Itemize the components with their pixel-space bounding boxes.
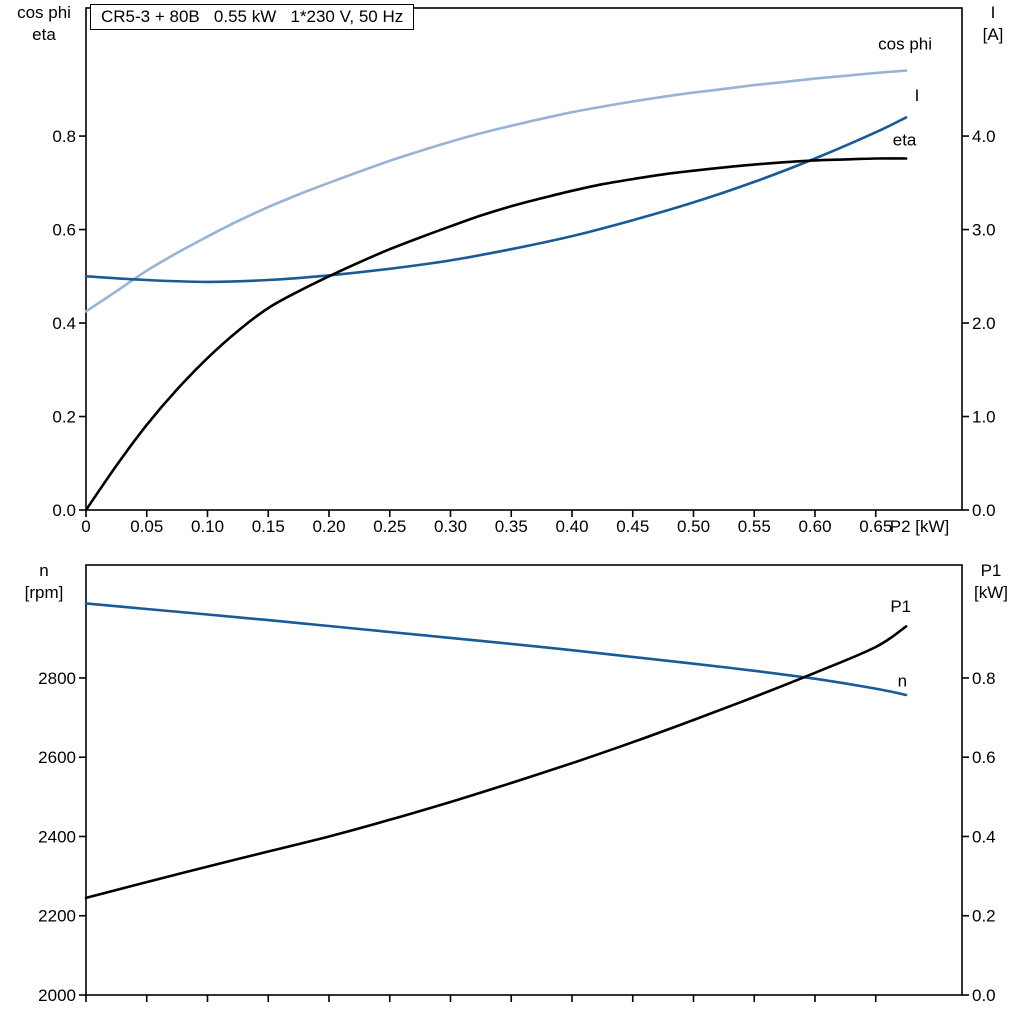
- curve-i: [84, 116, 908, 284]
- y-right-tick-label: 4.0: [972, 127, 996, 146]
- x-tick-label: 0.55: [738, 517, 771, 536]
- x-tick-label: 0.10: [191, 517, 224, 536]
- x-tick-label: 0.30: [434, 517, 467, 536]
- x-tick-label: 0.05: [130, 517, 163, 536]
- top-left-axis-title: cos phi eta: [4, 2, 84, 46]
- x-tick-label: 0.25: [373, 517, 406, 536]
- curve-label-n: n: [898, 672, 907, 691]
- y-right-tick-label: 0.0: [972, 986, 996, 1005]
- bottom-left-axis-title: n [rpm]: [4, 560, 84, 604]
- curve-eta: [84, 157, 908, 512]
- y-left-tick-label: 0.0: [52, 501, 76, 520]
- axis-title-speed: n: [39, 561, 49, 580]
- y-left-tick-label: 2200: [38, 907, 76, 926]
- axis-title-power-unit: [kW]: [974, 583, 1008, 602]
- axis-title-current: I: [990, 3, 996, 22]
- pump-title-box: CR5-3 + 80B 0.55 kW 1*230 V, 50 Hz: [90, 4, 415, 30]
- top-right-axis-title: I [A]: [964, 2, 1022, 46]
- axis-title-current-unit: [A]: [982, 25, 1004, 44]
- curve-label-cos-phi: cos phi: [878, 35, 932, 54]
- bottom-right-axis-title: P1 [kW]: [960, 560, 1022, 604]
- axis-title-eta: eta: [32, 25, 56, 44]
- y-right-tick-label: 0.0: [972, 501, 996, 520]
- x-axis-unit-label: P2 [kW]: [890, 517, 950, 536]
- curve-p1: [84, 625, 908, 900]
- axis-title-speed-unit: [rpm]: [24, 583, 64, 602]
- x-tick-label: 0.15: [252, 517, 285, 536]
- y-right-tick-label: 0.8: [972, 669, 996, 688]
- x-tick-label: 0.60: [798, 517, 831, 536]
- y-left-tick-label: 2600: [38, 748, 76, 767]
- motor-electrical-curves-panel: 0 0.05 0.10 0.15 0.20 0.25 0.30 0.35 0.40 0.45 0.5…: [52, 7, 996, 536]
- y-left-tick-label: 0.8: [52, 127, 76, 146]
- curve-label-p1: P1: [890, 597, 911, 616]
- y-right-tick-label: 2.0: [972, 314, 996, 333]
- curve-n: [84, 602, 908, 697]
- x-tick-label: 0.35: [495, 517, 528, 536]
- y-right-tick-label: 0.4: [972, 827, 996, 846]
- y-right-tick-label: 3.0: [972, 221, 996, 240]
- curve-cos-phi: [84, 69, 908, 313]
- plot-border: [85, 564, 963, 996]
- x-tick-label: 0.20: [312, 517, 345, 536]
- y-right-tick-label: 0.2: [972, 907, 996, 926]
- y-left-tick-label: 2800: [38, 669, 76, 688]
- axis-title-cos-phi: cos phi: [17, 3, 71, 22]
- y-right-tick-label: 1.0: [972, 408, 996, 427]
- y-left-tick-label: 0.4: [52, 314, 76, 333]
- x-tick-label: 0.65: [859, 517, 892, 536]
- x-tick-label: 0.40: [555, 517, 588, 536]
- x-tick-label: 0.50: [677, 517, 710, 536]
- speed-power-curves-panel: 2000 2200 2400 2600 2800 0.0 0.2 0.4 0.6 0.8 P1 n: [38, 564, 996, 1005]
- curve-label-i: I: [915, 86, 920, 105]
- y-right-tick-label: 0.6: [972, 748, 996, 767]
- x-tick-label: 0.45: [616, 517, 649, 536]
- axis-title-power: P1: [980, 561, 1002, 580]
- y-left-tick-label: 2400: [38, 827, 76, 846]
- x-tick-label: 0: [81, 517, 90, 536]
- y-left-tick-label: 0.6: [52, 221, 76, 240]
- y-left-tick-label: 2000: [38, 986, 76, 1005]
- curve-label-eta: eta: [893, 130, 917, 149]
- y-left-tick-label: 0.2: [52, 408, 76, 427]
- plot-border: [85, 7, 963, 511]
